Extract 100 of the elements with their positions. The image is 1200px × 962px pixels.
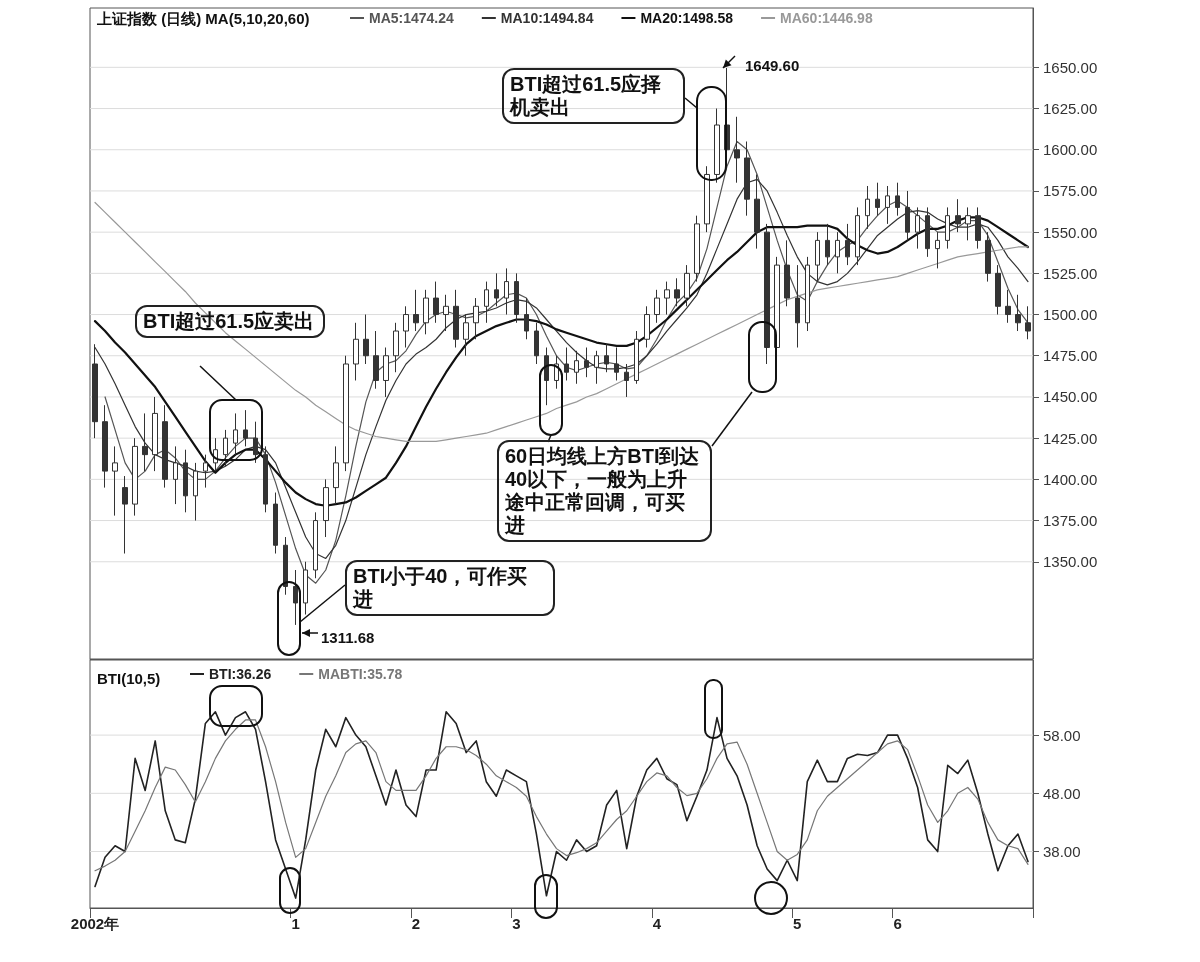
- y-tick-label: 1425.00: [1043, 429, 1098, 447]
- candlestick: [875, 182, 880, 217]
- candlestick: [524, 297, 529, 340]
- candlestick: [233, 412, 238, 456]
- y-tick-label: 1650.00: [1043, 58, 1098, 76]
- candlestick: [925, 206, 930, 258]
- candlestick: [985, 231, 991, 283]
- x-tick-label: 6: [893, 915, 902, 932]
- x-tick-label: 5: [793, 915, 802, 932]
- y-tick-label: 58.00: [1043, 726, 1081, 744]
- candlestick: [574, 350, 579, 385]
- candlestick: [504, 267, 509, 316]
- candlestick: [915, 206, 920, 250]
- x-tick-label: 1: [291, 915, 300, 932]
- candlestick: [363, 314, 369, 365]
- candlestick: [303, 561, 308, 615]
- candlestick: [293, 569, 298, 626]
- candlestick: [594, 350, 599, 385]
- candlestick: [784, 239, 790, 307]
- text: BTI(10,5): [97, 670, 161, 687]
- candlestick: [845, 223, 850, 266]
- y-tick-label: 38.00: [1043, 843, 1081, 861]
- candlestick: [373, 330, 379, 390]
- candlestick: [885, 185, 890, 225]
- candlestick: [273, 492, 278, 555]
- candlestick: [403, 305, 409, 349]
- candlestick: [433, 281, 439, 324]
- candlestick: [534, 322, 539, 365]
- y-tick-label: 1475.00: [1043, 347, 1098, 365]
- candlestick: [795, 264, 800, 349]
- candlestick: [122, 475, 128, 555]
- legend-label: MA10:1494.84: [500, 10, 594, 26]
- candlestick: [1025, 305, 1031, 340]
- candlestick: [614, 347, 619, 381]
- candlestick: [704, 165, 710, 233]
- candlestick: [494, 272, 499, 307]
- candlestick: [453, 289, 459, 349]
- candlestick: [644, 305, 650, 349]
- y-tick-label: 1500.00: [1043, 306, 1098, 324]
- y-tick-label: 1375.00: [1043, 512, 1098, 530]
- candlestick: [654, 289, 660, 324]
- candlestick: [604, 343, 609, 373]
- candlestick: [815, 231, 820, 283]
- x-tick-label: 4: [652, 915, 662, 932]
- candlestick: [935, 231, 940, 269]
- candlestick: [223, 429, 228, 467]
- annotation: BTI超过61.5应卖出: [143, 310, 316, 333]
- y-tick-label: 1575.00: [1043, 182, 1098, 200]
- y-tick-label: 1400.00: [1043, 470, 1098, 488]
- candlestick: [955, 198, 961, 233]
- candlestick: [443, 294, 449, 332]
- legend-label: BTI:36.26: [209, 666, 272, 682]
- candlestick: [945, 206, 950, 250]
- candlestick: [142, 412, 148, 472]
- legend-label: MABTI:35.78: [318, 666, 403, 682]
- candlestick: [995, 264, 1001, 316]
- candlestick: [463, 314, 469, 357]
- candlestick: [714, 108, 720, 184]
- candlestick: [544, 347, 549, 406]
- y-tick-label: 1350.00: [1043, 553, 1098, 571]
- candlestick: [152, 396, 158, 472]
- candlestick: [674, 277, 680, 307]
- candlestick: [825, 223, 830, 266]
- candlestick: [895, 182, 900, 217]
- candlestick: [965, 206, 971, 241]
- candlestick: [183, 449, 188, 513]
- chart-title: 上证指数 (日线) MA(5,10,20,60): [96, 10, 310, 27]
- candlestick: [423, 289, 429, 335]
- annotation: BTI小于40，可作买进: [353, 565, 529, 611]
- candlestick: [473, 297, 479, 340]
- candlestick: [162, 404, 168, 489]
- annotation: 1649.60: [745, 57, 801, 75]
- annotation: 60日均线上方BTI到达40以下，一般为上升途中正常回调，可买进: [505, 445, 701, 537]
- candlestick: [383, 347, 389, 398]
- legend-label: MA60:1446.98: [780, 10, 873, 26]
- candlestick: [584, 347, 589, 378]
- annotation: BTI超过61.5应择机卖出: [510, 73, 663, 119]
- candlestick: [855, 206, 860, 266]
- candlestick: [132, 437, 138, 517]
- candlestick: [865, 185, 870, 230]
- candlestick: [624, 363, 629, 398]
- y-tick-label: 1450.00: [1043, 388, 1098, 406]
- annotation: 1311.68: [321, 629, 376, 647]
- candlestick: [975, 206, 981, 250]
- line-series: [94, 201, 1029, 443]
- y-tick-label: 48.00: [1043, 784, 1081, 802]
- candlestick: [514, 272, 519, 324]
- candlestick: [283, 536, 288, 596]
- candlestick: [684, 264, 690, 307]
- candlestick: [173, 445, 178, 505]
- candlestick: [805, 256, 810, 332]
- candlestick: [1015, 294, 1021, 332]
- y-tick-label: 1600.00: [1043, 141, 1098, 159]
- candlestick: [764, 223, 770, 365]
- candlestick: [634, 330, 639, 385]
- candlestick: [734, 116, 740, 184]
- candlestick: [353, 322, 359, 381]
- candlestick: [102, 404, 108, 489]
- candlestick: [253, 421, 258, 464]
- candlestick: [484, 281, 489, 324]
